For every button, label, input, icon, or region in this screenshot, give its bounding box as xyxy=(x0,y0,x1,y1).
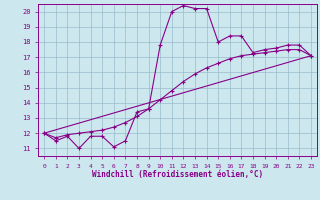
X-axis label: Windchill (Refroidissement éolien,°C): Windchill (Refroidissement éolien,°C) xyxy=(92,170,263,179)
